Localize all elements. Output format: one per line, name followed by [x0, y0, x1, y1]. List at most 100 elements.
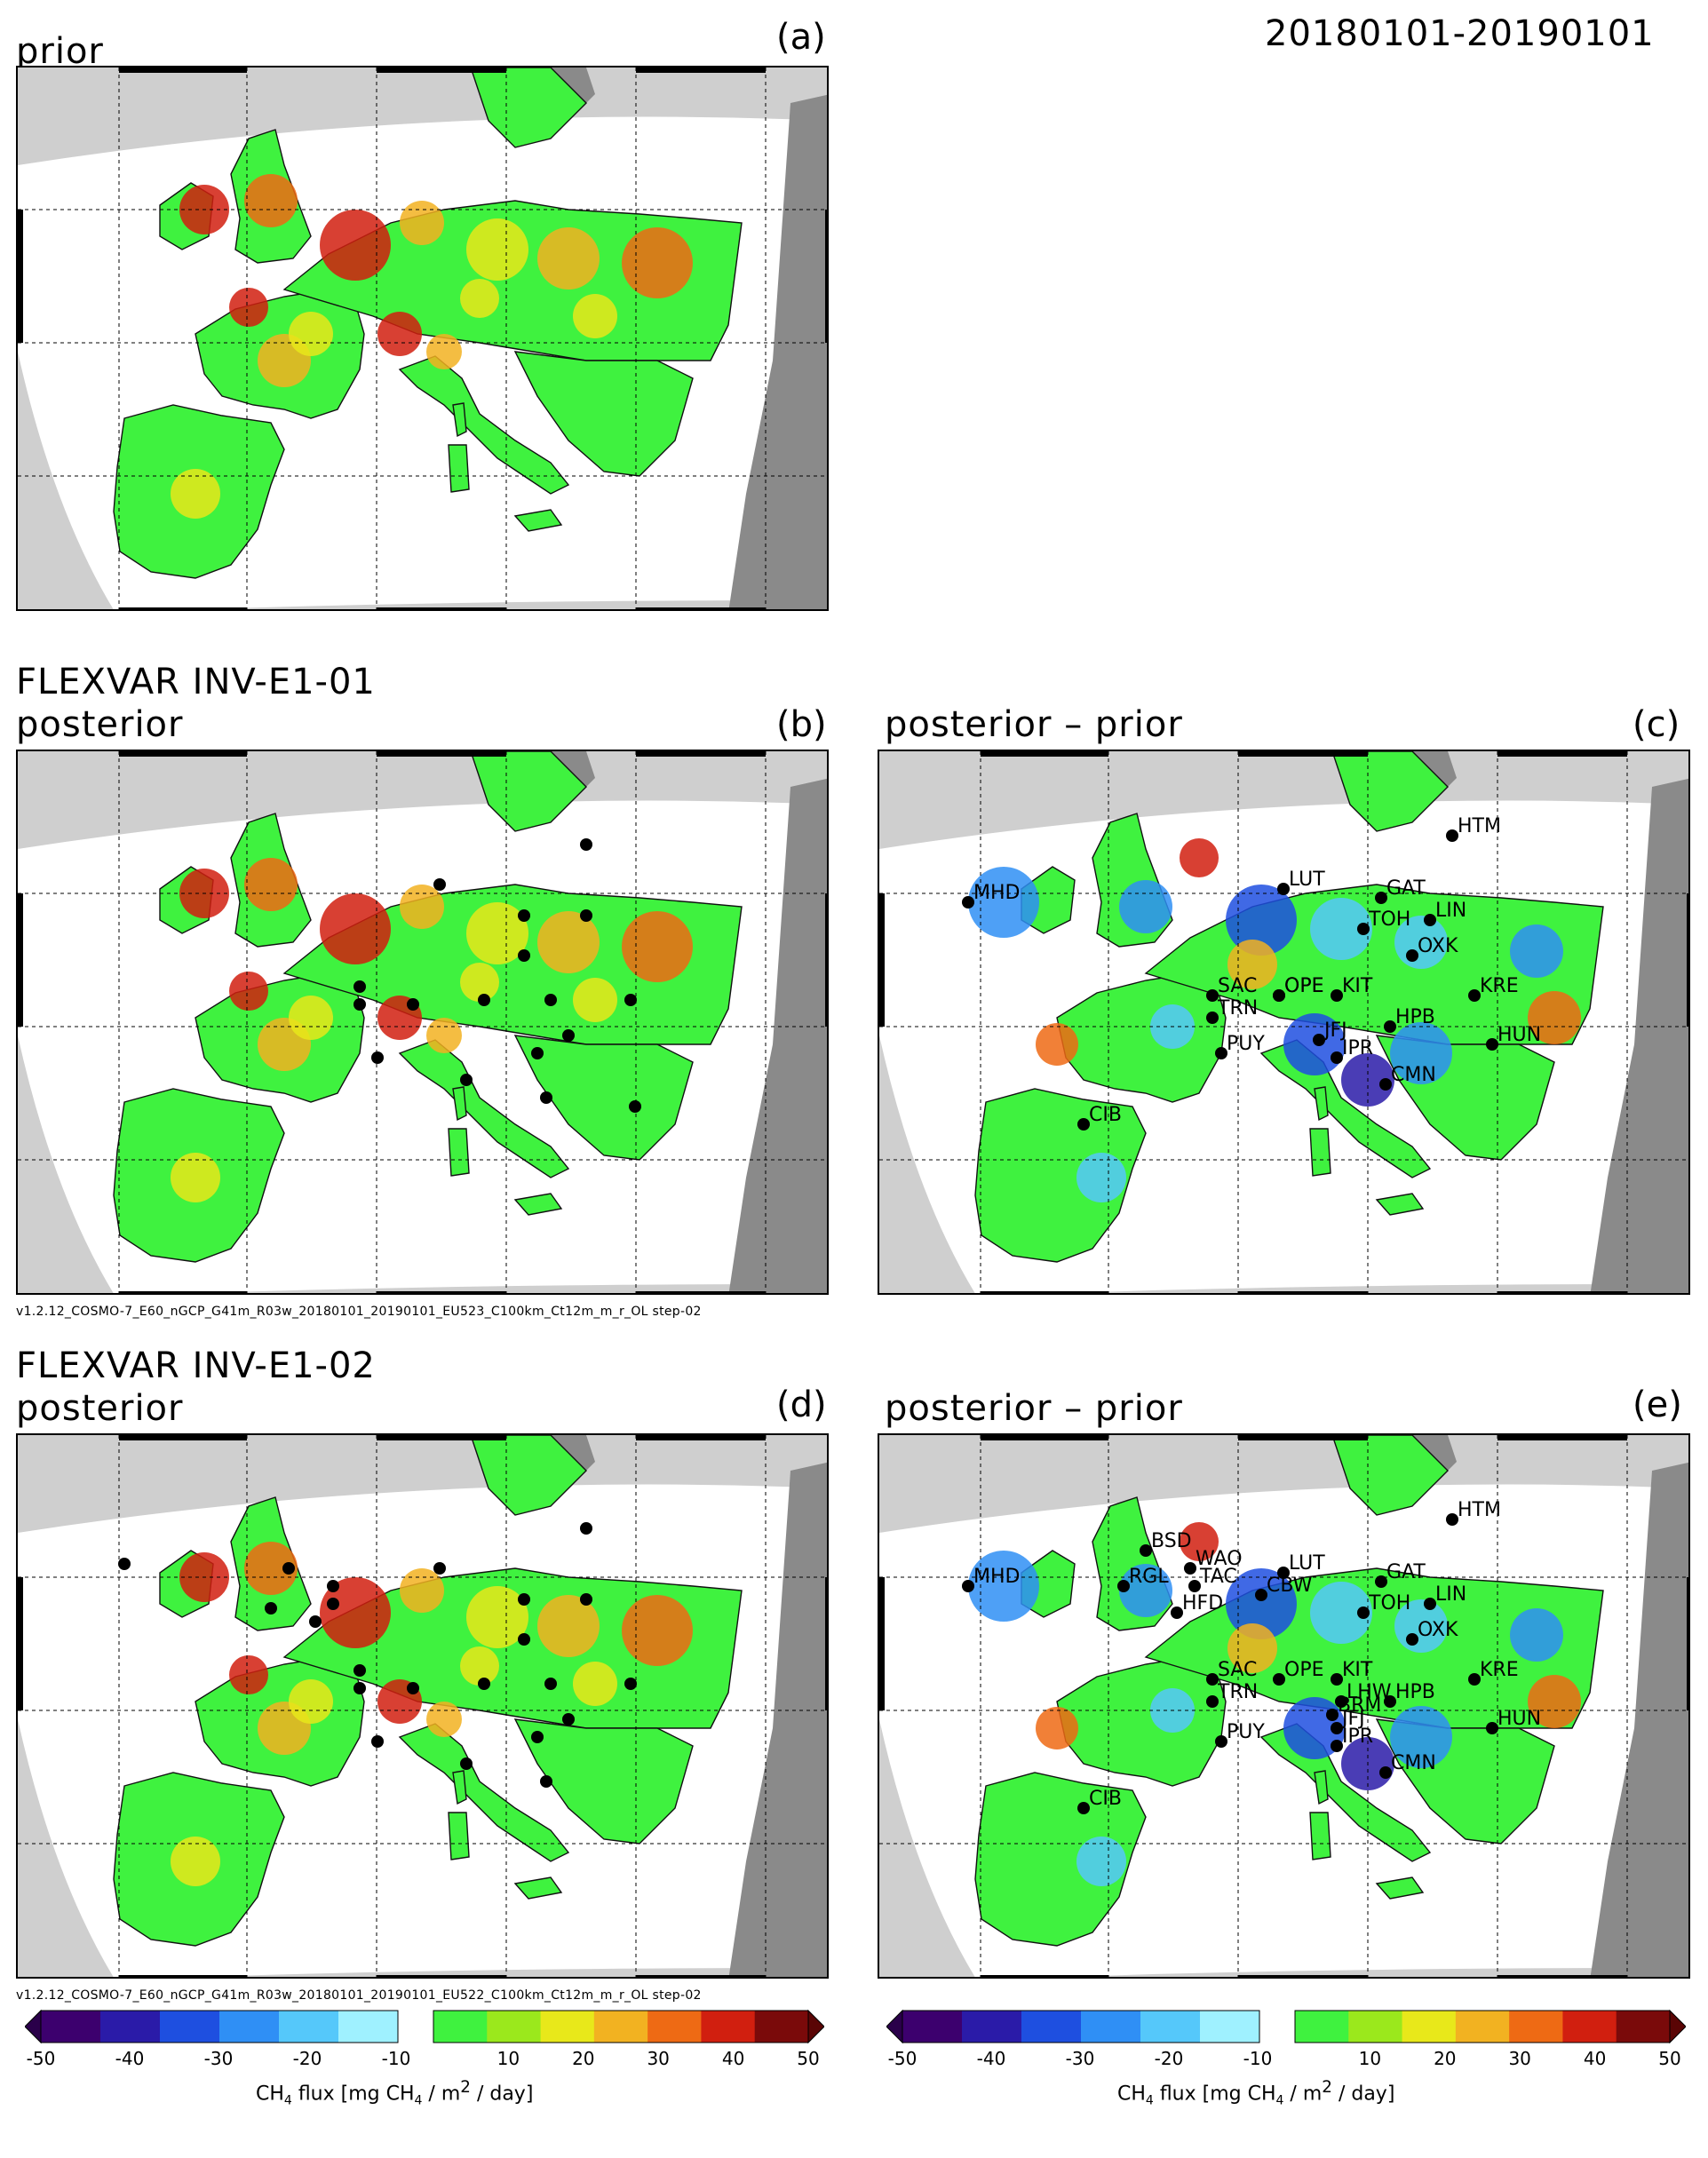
frame-tick-right: [825, 893, 827, 1027]
station-label-hfd: HFD: [1182, 1592, 1223, 1615]
land-sicily: [513, 509, 563, 532]
colorbar-swatch-pos: [701, 2011, 756, 2043]
station-marker: [1273, 1673, 1285, 1686]
station-label-cmn: CMN: [1391, 1064, 1436, 1086]
colorbar-swatch-pos: [1402, 2011, 1457, 2043]
frame-tick-right: [825, 210, 827, 343]
station-marker: [327, 1580, 339, 1592]
station-marker: [580, 1522, 592, 1535]
panel-d-title-line2: posterior: [16, 1388, 184, 1429]
station-label-ope: OPE: [1284, 1659, 1323, 1681]
station-marker: [518, 1633, 530, 1646]
colorbar-left: -50 -40 -30 -20 -10 10 20 30 40 50 CH4 flux [mg C…: [24, 2009, 825, 2142]
colorbar-tick-label: 30: [1508, 2048, 1531, 2069]
out-of-domain-wedge: [18, 352, 114, 609]
flux-blob: [1226, 885, 1297, 956]
station-marker: [1277, 1567, 1290, 1579]
flux-blob: [320, 893, 391, 964]
land-balkans: [513, 1718, 694, 1845]
colorbar-tick-label: -30: [203, 2048, 234, 2069]
station-marker: [1384, 1020, 1396, 1033]
station-marker: [1171, 1607, 1183, 1619]
colorbar-tick-label: -20: [1154, 2048, 1184, 2069]
station-marker: [1184, 1562, 1196, 1575]
colorbar-swatch-neg: [100, 2011, 161, 2043]
frame-tick-bottom: [636, 1975, 766, 1977]
station-label-lin: LIN: [1435, 900, 1466, 922]
colorbar-swatch-neg: [1200, 2011, 1260, 2043]
station-label-kre: KRE: [1480, 1659, 1519, 1681]
station-marker: [544, 1678, 557, 1690]
frame-tick-bottom: [981, 1291, 1108, 1293]
station-marker: [478, 1678, 490, 1690]
colorbar-tick-label: 40: [1583, 2048, 1607, 2069]
flux-blob: [622, 1595, 693, 1666]
flux-blob: [1119, 880, 1172, 933]
frame-tick-bottom: [377, 607, 506, 609]
station-marker: [1331, 1051, 1343, 1064]
colorbar-swatch-pos: [647, 2011, 702, 2043]
flux-blob: [1528, 991, 1581, 1044]
colorbar-right: -50 -40 -30 -20 -10 10 20 30 40 50 CH4 flux [mg C…: [886, 2009, 1687, 2142]
station-label-brm: BRM: [1338, 1694, 1381, 1717]
station-marker: [1331, 1740, 1343, 1752]
frame-tick-bottom: [636, 607, 766, 609]
colorbar-neg-frame: [40, 2010, 399, 2043]
flux-blob: [229, 972, 268, 1011]
out-of-domain-land-east: [728, 94, 827, 609]
flux-blob: [171, 1837, 220, 1886]
flux-blob: [460, 279, 499, 318]
station-marker: [1331, 989, 1343, 1002]
colorbar-tick-label: 10: [497, 2048, 520, 2069]
map-panel-c-difference: HTM LUT GAT LIN TOH OXK KIT KRE MHD SAC TRN OPE HPB H…: [878, 750, 1690, 1295]
frame-tick-bottom: [119, 1975, 247, 1977]
station-label-hpb: HPB: [1395, 1681, 1435, 1703]
flux-blob: [537, 911, 600, 973]
station-label-toh: TOH: [1368, 1592, 1410, 1615]
frame-tick-left: [18, 1577, 23, 1710]
flux-blob: [171, 469, 220, 519]
flux-blob: [229, 1655, 268, 1694]
station-marker: [1140, 1544, 1152, 1557]
station-marker: [1331, 1722, 1343, 1734]
station-marker: [1313, 1034, 1325, 1046]
station-marker: [962, 1580, 974, 1592]
station-label-cib: CIB: [1089, 1104, 1122, 1126]
panel-b-footer: v1.2.12_COSMO-7_E60_nGCP_G41m_R03w_20180…: [16, 1305, 702, 1319]
out-of-domain-wedge: [879, 1719, 975, 1977]
frame-tick-top: [1238, 751, 1368, 757]
colorbar-swatch-pos: [1562, 2011, 1617, 2043]
station-marker: [433, 1562, 446, 1575]
out-of-domain-land-east: [728, 778, 827, 1293]
colorbar-tick-label: -40: [976, 2048, 1006, 2069]
colorbar-left-label: CH4 flux [mg CH4 / m2 / day]: [256, 2078, 534, 2108]
flux-blob: [1036, 1707, 1078, 1749]
flux-blob: [289, 312, 333, 356]
colorbar-tick-label: 40: [721, 2048, 745, 2069]
station-marker: [460, 1757, 473, 1770]
frame-tick-top: [119, 67, 247, 73]
frame-tick-bottom: [1238, 1291, 1368, 1293]
flux-blob: [1076, 1837, 1126, 1886]
station-marker: [1384, 1695, 1396, 1708]
flux-blob: [1227, 940, 1277, 989]
panel-e-title: posterior – prior: [885, 1388, 1183, 1429]
station-marker: [1468, 989, 1481, 1002]
panel-d-letter: (d): [776, 1384, 827, 1425]
colorbar-tick-label: -50: [887, 2048, 918, 2069]
station-marker: [540, 1775, 552, 1788]
station-marker: [1379, 1078, 1392, 1091]
station-marker: [562, 1713, 575, 1726]
colorbar-arrow-left: [24, 2009, 42, 2044]
flux-blob: [1510, 1608, 1563, 1662]
flux-blob: [573, 978, 617, 1022]
land-italy: [398, 1039, 570, 1178]
station-marker: [354, 980, 366, 993]
colorbar-swatch-pos: [433, 2011, 488, 2043]
frame-tick-top: [1238, 1435, 1368, 1440]
frame-tick-top: [981, 1435, 1108, 1440]
flux-blob: [1510, 924, 1563, 978]
colorbar-swatch-pos: [1295, 2011, 1349, 2043]
colorbar-tick-label: 50: [797, 2048, 820, 2069]
station-marker: [407, 998, 419, 1011]
